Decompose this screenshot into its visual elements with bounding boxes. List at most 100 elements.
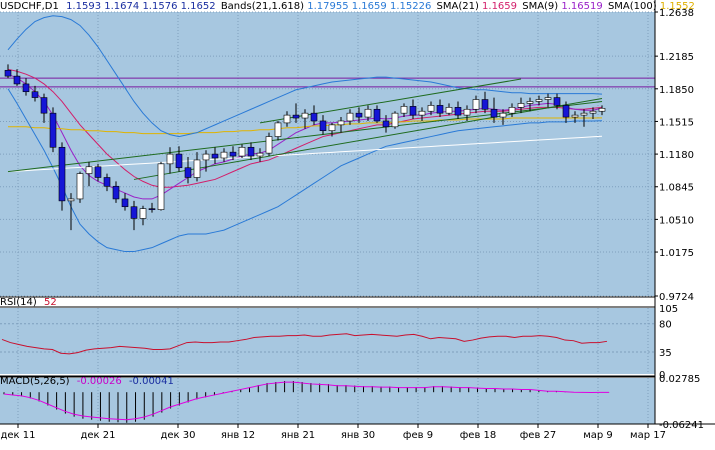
y-tick-label: 1.0845 <box>659 183 694 194</box>
macd-tick-label: -0.06241 <box>659 420 704 431</box>
x-tick-label: дек 11 <box>0 430 35 441</box>
candle-bear <box>229 151 237 157</box>
x-tick-label: дек 21 <box>80 430 115 441</box>
sma21-value: 1.1659 <box>482 1 518 12</box>
rsi-tick-label: 80 <box>659 320 672 331</box>
candle-bull <box>157 163 165 210</box>
ohlc-close: 1.1652 <box>180 1 216 12</box>
candle-bear <box>553 97 561 106</box>
candle-bull <box>346 112 354 122</box>
candle-bull <box>472 99 480 110</box>
x-tick-label: дек 30 <box>160 430 195 441</box>
y-tick-label: 1.0175 <box>659 248 694 259</box>
candle-bull <box>139 208 147 219</box>
candle-bear <box>436 105 444 114</box>
candle-bull <box>499 112 507 118</box>
candle-bear <box>247 146 255 157</box>
y-tick-label: 1.1515 <box>659 117 694 128</box>
candle-bear <box>49 112 57 148</box>
candle-bear <box>121 198 129 208</box>
y-tick-label: 1.2185 <box>659 52 694 63</box>
symbol-label: USDCHF,D1 <box>0 1 59 12</box>
candle-bull <box>526 101 534 104</box>
sma9-label: SMA(9) <box>522 1 559 12</box>
x-tick-label: фев 9 <box>403 430 433 441</box>
ohlc-high: 1.1674 <box>104 1 140 12</box>
rsi-value: 52 <box>43 297 57 308</box>
x-tick-label: мар 9 <box>583 430 613 441</box>
bands-mid-value: 1.1659 <box>351 1 387 12</box>
candle-bull <box>571 114 579 118</box>
sma21-label: SMA(21) <box>436 1 479 12</box>
long-trend-line <box>7 135 603 173</box>
ohlc-open: 1.1593 <box>66 1 102 12</box>
candle-bull <box>202 153 210 161</box>
x-tick-label: фев 18 <box>460 430 497 441</box>
rsi-panel-bg <box>0 308 655 374</box>
candle-bull <box>364 108 372 118</box>
macd-legend: MACD(5,26,5) -0.00026 -0.00041 <box>0 376 174 388</box>
series-line-bands-upper <box>7 15 603 138</box>
series-line-bands-lower <box>7 88 603 253</box>
candle-bull <box>337 120 345 126</box>
macd-value-1: -0.00026 <box>76 376 122 387</box>
x-tick-label: янв 12 <box>221 430 255 441</box>
rsi-label: RSI(14) <box>0 297 37 308</box>
y-tick-label: 0.9724 <box>659 292 694 303</box>
candle-bull <box>283 114 291 124</box>
candle-bear <box>481 99 489 110</box>
candle-bear <box>382 120 390 128</box>
candle-bull <box>85 166 93 174</box>
candle-bull <box>328 124 336 132</box>
candle-bull <box>508 107 516 114</box>
candle-bear <box>490 108 498 118</box>
candle-bull <box>391 112 399 128</box>
sma100-label: SMA(100) <box>607 1 657 12</box>
candle-bear <box>409 106 417 116</box>
bands-label: Bands(21,1.618) <box>220 1 305 12</box>
candle-bear <box>112 185 120 200</box>
y-tick-label: 1.2638 <box>659 8 694 19</box>
rsi-tick-label: 35 <box>659 348 672 359</box>
candle-bull <box>400 106 408 114</box>
y-tick-label: 1.1850 <box>659 85 694 96</box>
x-tick-label: янв 30 <box>341 430 375 441</box>
candle-bull <box>265 136 273 154</box>
candle-bull <box>76 173 84 200</box>
trendline <box>133 98 603 180</box>
time-scale-bg <box>0 424 715 450</box>
candle-bear <box>13 75 21 85</box>
y-tick-label: 1.0510 <box>659 215 694 226</box>
x-tick-label: янв 21 <box>281 430 315 441</box>
candle-bear <box>454 107 462 116</box>
candle-bull <box>418 110 426 116</box>
candle-bear <box>373 108 381 122</box>
candle-bull <box>580 112 588 116</box>
rsi-line <box>1 333 608 355</box>
candle-bull <box>67 198 75 202</box>
candle-bear <box>40 97 48 114</box>
candle-bull <box>517 103 525 108</box>
candle-bear <box>22 83 30 93</box>
candle-bear <box>319 120 327 132</box>
macd-signal-line <box>3 381 610 421</box>
rsi-tick-label: 0 <box>659 370 665 381</box>
candle-bear <box>211 153 219 159</box>
candle-bull <box>220 151 228 159</box>
candle-bull <box>238 146 246 157</box>
candle-bear <box>148 208 156 210</box>
candle-bear <box>184 167 192 178</box>
y-tick-label: 1.1180 <box>659 150 694 161</box>
candle-bear <box>562 105 570 118</box>
bands-lower-value: 1.15226 <box>389 1 432 12</box>
macd-tick-label: 0.02785 <box>659 374 700 385</box>
candle-bear <box>58 146 66 202</box>
candle-bull <box>256 152 264 157</box>
sma100-value: 1.1552 <box>659 1 695 12</box>
candle-bull <box>589 110 597 114</box>
x-tick-label: мар 17 <box>630 430 666 441</box>
macd-value-2: -0.00041 <box>128 376 174 387</box>
sma9-value: 1.16519 <box>561 1 603 12</box>
